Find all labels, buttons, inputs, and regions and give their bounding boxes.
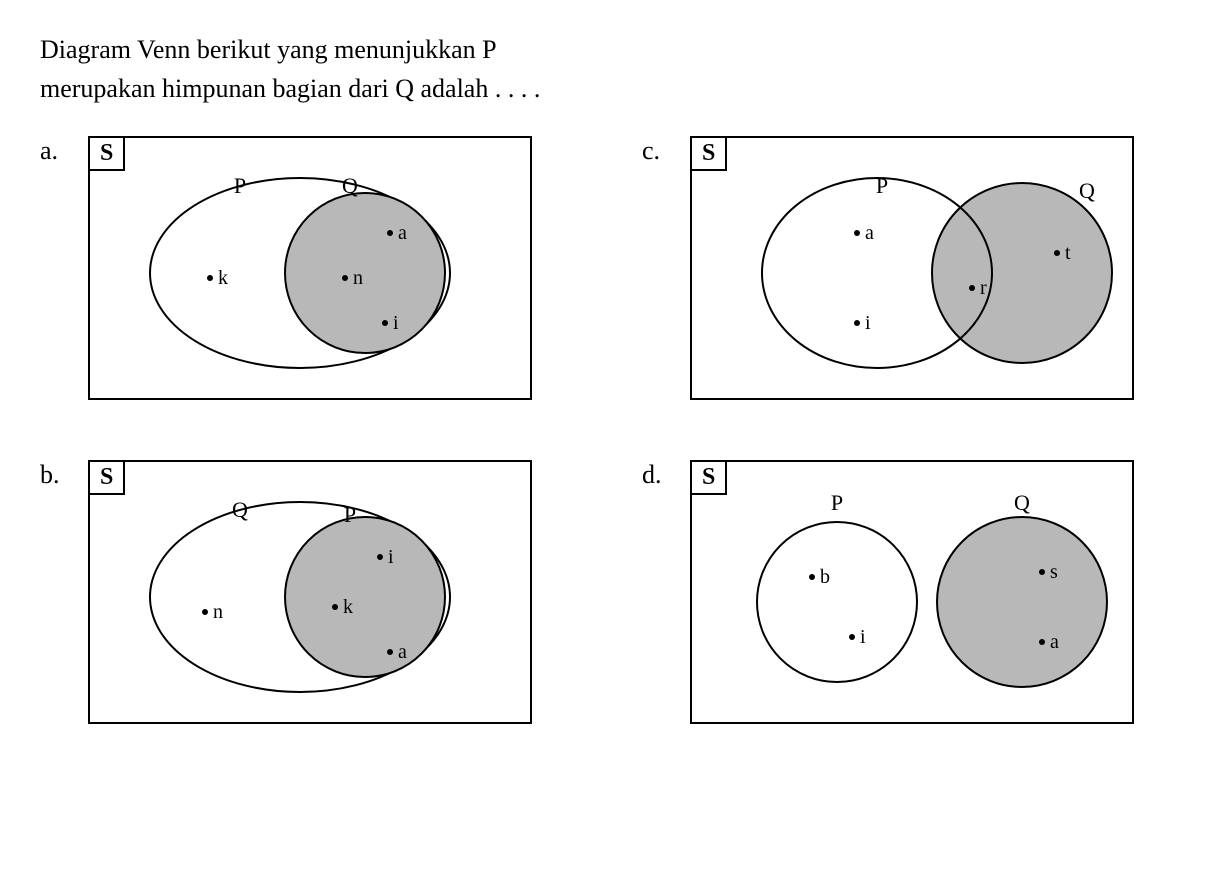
universal-label-d: S	[692, 462, 727, 495]
option-a[interactable]: a. S P Qk a n i	[40, 136, 582, 400]
point-dot	[387, 230, 393, 236]
point-label: a	[1050, 631, 1059, 653]
point-dot	[1054, 250, 1060, 256]
option-c[interactable]: c. S P Qa i r t	[642, 136, 1184, 400]
point-dot	[207, 275, 213, 281]
option-d[interactable]: d. S P Qb i s a	[642, 460, 1184, 724]
point-dot	[332, 604, 338, 610]
universal-label-a: S	[90, 138, 125, 171]
options-grid: a. S P Qk a n i c. S P Qa i r t b. S Q Pn i k a d. S…	[40, 136, 1184, 724]
question-text: Diagram Venn berikut yang menunjukkan P …	[40, 30, 1184, 108]
point-dot	[387, 649, 393, 655]
question-line1: Diagram Venn berikut yang menunjukkan P	[40, 35, 497, 64]
venn-svg-d: P Qb i s a	[692, 462, 1132, 722]
point-label: s	[1050, 561, 1058, 583]
set-label: P	[344, 502, 356, 527]
set-p	[757, 522, 917, 682]
option-b[interactable]: b. S Q Pn i k a	[40, 460, 582, 724]
point-label: n	[213, 601, 223, 623]
point-dot	[969, 285, 975, 291]
universal-label-c: S	[692, 138, 727, 171]
venn-svg-a: P Qk a n i	[90, 138, 530, 398]
set-label: Q	[342, 173, 358, 198]
option-d-label: d.	[642, 460, 672, 490]
set-label: P	[876, 173, 888, 198]
point-dot	[809, 574, 815, 580]
point-label: t	[1065, 242, 1071, 264]
venn-svg-b: Q Pn i k a	[90, 462, 530, 722]
set-label: Q	[1014, 490, 1030, 515]
point-label: a	[865, 222, 874, 244]
option-a-label: a.	[40, 136, 70, 166]
set-q	[285, 193, 445, 353]
point-label: i	[393, 312, 399, 334]
option-b-label: b.	[40, 460, 70, 490]
point-dot	[854, 320, 860, 326]
set-p	[285, 517, 445, 677]
option-c-label: c.	[642, 136, 672, 166]
point-dot	[1039, 639, 1045, 645]
set-label: P	[831, 490, 843, 515]
venn-b: S Q Pn i k a	[88, 460, 532, 724]
point-dot	[377, 554, 383, 560]
set-label: P	[234, 173, 246, 198]
point-label: a	[398, 222, 407, 244]
point-label: k	[218, 267, 228, 289]
point-label: r	[980, 277, 987, 299]
venn-svg-c: P Qa i r t	[692, 138, 1132, 398]
question-line2: merupakan himpunan bagian dari Q adalah …	[40, 74, 540, 103]
point-dot	[202, 609, 208, 615]
point-dot	[1039, 569, 1045, 575]
point-dot	[854, 230, 860, 236]
point-dot	[849, 634, 855, 640]
universal-label-b: S	[90, 462, 125, 495]
set-label: Q	[232, 497, 248, 522]
venn-a: S P Qk a n i	[88, 136, 532, 400]
point-label: i	[865, 312, 871, 334]
point-label: n	[353, 267, 363, 289]
point-label: k	[343, 596, 353, 618]
set-q	[937, 517, 1107, 687]
point-label: i	[860, 626, 866, 648]
point-label: a	[398, 641, 407, 663]
set-q	[932, 183, 1112, 363]
venn-d: S P Qb i s a	[690, 460, 1134, 724]
point-label: i	[388, 546, 394, 568]
point-dot	[342, 275, 348, 281]
point-label: b	[820, 566, 830, 588]
venn-c: S P Qa i r t	[690, 136, 1134, 400]
set-label: Q	[1079, 178, 1095, 203]
point-dot	[382, 320, 388, 326]
